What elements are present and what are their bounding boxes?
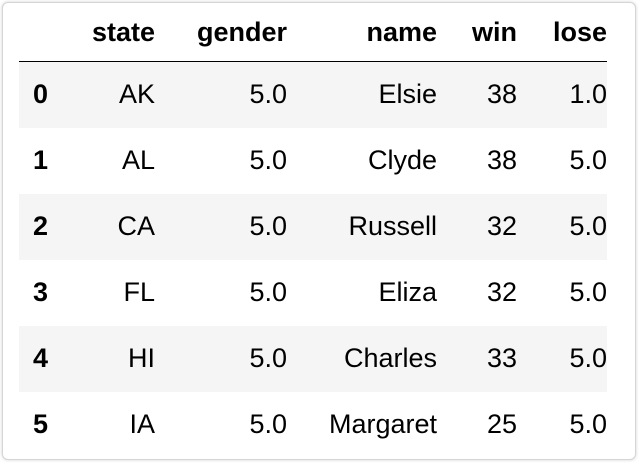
cell-gender: 5.0	[249, 277, 287, 307]
cell-state: AK	[118, 79, 155, 110]
table-row: 0 AK 5.0 Elsie 38 1.0	[19, 61, 607, 128]
cell-name: Russell	[348, 211, 437, 241]
cell-lose: 5.0	[569, 211, 607, 241]
cell-gender: 5.0	[249, 145, 287, 175]
cell-lose: 5.0	[569, 409, 607, 439]
cell-gender: 5.0	[249, 211, 287, 241]
column-header-gender: gender	[155, 3, 287, 62]
row-index: 5	[33, 409, 49, 439]
table-row: 4 HI 5.0 Charles 33 5.0	[19, 325, 607, 392]
row-index: 2	[33, 211, 49, 241]
cell-state: HI	[128, 343, 155, 373]
table-row: 1 AL 5.0 Clyde 38 5.0	[19, 128, 607, 194]
table-row: 3 FL 5.0 Eliza 32 5.0	[19, 260, 607, 326]
cell-win: 25	[486, 409, 517, 439]
index-header	[19, 3, 75, 62]
column-header-name: name	[287, 3, 437, 62]
cell-lose: 1.0	[569, 79, 607, 110]
cell-state: CA	[117, 211, 155, 241]
cell-win: 38	[486, 145, 517, 175]
cell-win: 38	[486, 79, 517, 110]
table-row: 5 IA 5.0 Margaret 25 5.0	[19, 392, 607, 458]
row-index: 3	[33, 277, 49, 307]
header-row: state gender name win lose	[19, 3, 607, 62]
cell-gender: 5.0	[249, 409, 287, 439]
cell-win: 33	[486, 343, 517, 373]
cell-name: Eliza	[378, 277, 437, 307]
row-index: 1	[33, 145, 49, 175]
cell-lose: 5.0	[569, 343, 607, 373]
cell-state: AL	[121, 145, 155, 175]
cell-name: Margaret	[328, 409, 437, 439]
cell-state: FL	[123, 277, 155, 307]
cell-gender: 5.0	[249, 79, 287, 110]
cell-gender: 5.0	[249, 343, 287, 373]
cell-state: IA	[129, 409, 155, 439]
table-row: 2 CA 5.0 Russell 32 5.0	[19, 193, 607, 260]
column-header-state: state	[75, 3, 155, 62]
cell-name: Elsie	[378, 79, 437, 110]
cell-lose: 5.0	[569, 277, 607, 307]
dataframe-output: state gender name win lose 0 AK 5.0 Elsi…	[2, 2, 636, 460]
cell-name: Charles	[343, 343, 437, 373]
column-header-lose: lose	[517, 3, 607, 62]
cell-lose: 5.0	[569, 145, 607, 175]
cell-name: Clyde	[367, 145, 437, 175]
column-header-win: win	[437, 3, 517, 62]
cell-win: 32	[486, 277, 517, 307]
cell-win: 32	[486, 211, 517, 241]
row-index: 4	[33, 343, 49, 373]
dataframe-table: state gender name win lose 0 AK 5.0 Elsi…	[19, 3, 607, 458]
row-index: 0	[33, 79, 49, 110]
